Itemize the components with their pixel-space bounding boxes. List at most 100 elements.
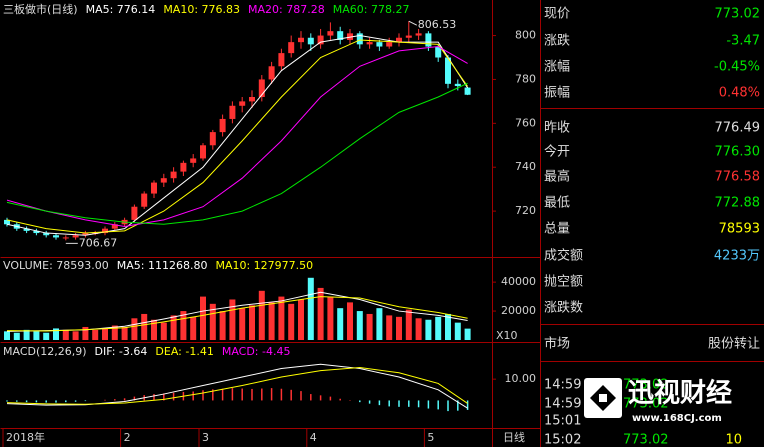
candle-body — [131, 206, 138, 220]
volume-bar — [13, 332, 20, 340]
candle-body — [170, 171, 177, 179]
legend-text: MA10: 127977.50 — [215, 259, 313, 272]
tick-price: 773.02 — [623, 433, 669, 447]
quote-panel: 现价 773.02 涨跌 -3.47 涨幅 -0.45% 振幅 0.48% 昨收 776.49 今开… — [544, 7, 760, 447]
volume-bar — [396, 316, 402, 340]
date-label: 5 — [427, 431, 434, 444]
quote-label: 现价 — [544, 7, 570, 22]
volume-bar — [288, 303, 295, 340]
quote-label: 抛空额 — [544, 275, 583, 290]
date-label: 3 — [202, 431, 209, 444]
candle-body — [376, 42, 383, 47]
volume-bar — [268, 302, 275, 340]
quote-label: 今开 — [544, 144, 570, 160]
volume-bar — [151, 319, 157, 340]
volume-bar — [435, 316, 442, 340]
volume-bar — [23, 329, 30, 340]
quote-label: 振幅 — [544, 86, 570, 101]
volume-bar — [258, 290, 265, 340]
quote-value: 776.30 — [715, 145, 761, 160]
volume-bar — [141, 313, 148, 340]
volume-bar — [356, 311, 363, 340]
legend-text: MA10: 776.83 — [163, 3, 240, 16]
volume-bar — [43, 332, 50, 340]
legend-text: MACD: -4.45 — [222, 345, 291, 358]
quote-value: 776.49 — [715, 121, 761, 136]
legend-text: DEA: -1.41 — [155, 345, 213, 358]
legend-text: MA5: 776.14 — [86, 3, 156, 16]
volume-bar — [454, 322, 461, 340]
quote-label: 成交额 — [544, 248, 583, 264]
candle-body — [356, 33, 363, 45]
volume-bar — [82, 326, 89, 340]
candle-body — [464, 87, 471, 95]
candle-body — [160, 178, 167, 183]
volume-bar — [386, 315, 393, 340]
quote-value: 0.48% — [719, 86, 760, 101]
candle-body — [180, 162, 187, 172]
quote-value: 773.02 — [715, 7, 761, 22]
candle-body — [141, 193, 148, 207]
candle-body — [366, 42, 373, 45]
candle-body — [347, 33, 353, 40]
candle-body — [53, 235, 59, 238]
watermark-name: 迅视财经 — [628, 378, 732, 409]
candle-body — [62, 237, 69, 239]
candle-body — [317, 35, 324, 45]
tick-time: 14:59 — [544, 378, 581, 393]
tick-price: 773.02 — [623, 397, 669, 412]
candle-body — [386, 42, 393, 47]
quote-label: 最高 — [544, 169, 570, 185]
quote-label: 涨幅 — [544, 60, 570, 75]
quote-label: 总量 — [544, 222, 570, 237]
candle-body — [396, 37, 402, 43]
volume-bar — [200, 296, 206, 340]
volume-bar — [317, 287, 324, 340]
date-label: 2018年 — [6, 430, 45, 444]
candle-body — [43, 233, 50, 236]
candle-body — [425, 33, 432, 47]
indicator-line — [6, 46, 468, 227]
volume-bar — [327, 296, 334, 340]
volume-bar — [464, 328, 471, 340]
candle-body — [327, 31, 334, 36]
quote-value: 78593 — [719, 222, 760, 237]
candle-body — [72, 235, 79, 238]
candle-body — [435, 46, 442, 58]
volume-bar — [425, 319, 432, 340]
y-tick-label: 720 — [515, 204, 536, 217]
unit-label: X10 — [496, 329, 518, 342]
volume-bar — [278, 296, 285, 340]
period-label: 日线 — [503, 430, 525, 444]
indicator-line — [6, 39, 469, 234]
indicator-line — [6, 82, 468, 225]
volume-bar — [337, 308, 344, 340]
indicator-line — [6, 366, 468, 405]
tick-time: 14:59 — [544, 397, 581, 412]
volume-bar — [209, 303, 216, 340]
candle-body — [337, 31, 344, 40]
market-label: 市场 — [544, 336, 570, 352]
quote-value: 772.88 — [715, 196, 761, 211]
candle-body — [151, 182, 157, 194]
volume-bar — [131, 318, 138, 340]
candle-body — [258, 79, 265, 97]
tick-time: 15:01 — [544, 414, 581, 429]
volume-bar — [121, 326, 128, 340]
y-tick-label: 780 — [515, 72, 536, 85]
volume-bar — [53, 328, 59, 340]
candle-body — [239, 101, 246, 106]
candle-body — [307, 37, 314, 45]
legend-text: VOLUME: 78593.00 — [3, 259, 109, 272]
y-tick-label: 800 — [515, 29, 536, 42]
volume-bar — [347, 302, 353, 340]
candle-body — [4, 219, 10, 225]
volume-bar — [170, 315, 177, 340]
legend-text: MA60: 778.27 — [333, 3, 410, 16]
volume-bar — [219, 311, 226, 340]
volume-bar — [405, 309, 412, 340]
watermark-url: www.168CJ.com — [632, 413, 722, 424]
volume-bar — [180, 311, 187, 340]
quote-label: 涨跌 — [544, 33, 570, 49]
market-value: 股份转让 — [708, 337, 760, 352]
